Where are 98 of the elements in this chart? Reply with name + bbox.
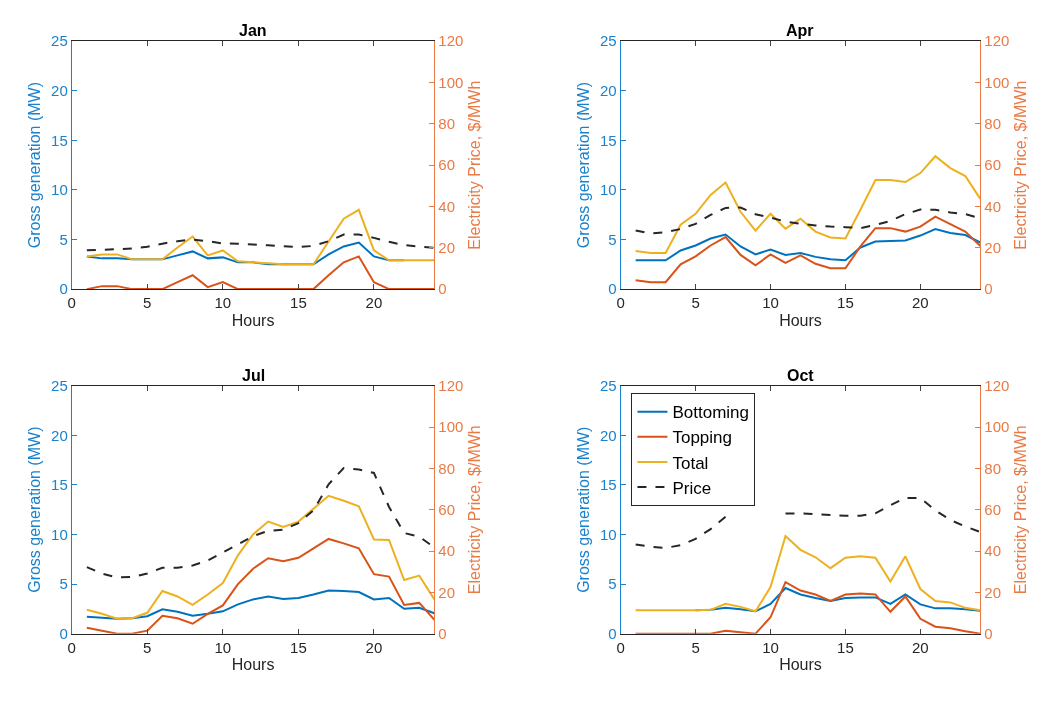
y-tick-label: 0 [608,280,617,298]
y2-tick-label: 120 [984,32,1010,50]
y-tick-label: 20 [51,426,68,444]
x-tick-label: 5 [143,294,152,312]
line-series [85,255,435,290]
y-tick-label: 15 [51,476,68,494]
line-series [634,228,981,262]
y2-tick-label: 40 [984,197,1001,215]
y-axis-title: Gross generation (MW) [574,426,592,593]
y2-tick-label: 0 [984,624,993,642]
x-tick-label: 10 [214,294,232,312]
chart-title: Jan [239,22,267,39]
legend-label: Bottoming [672,403,749,423]
x-tick-label: 20 [912,638,929,656]
y-tick-label: 15 [599,476,617,494]
y-tick-label: 25 [51,32,68,50]
y2-tick-label: 60 [984,156,1001,174]
y2-tick-label: 80 [984,459,1001,477]
y-axis-title: Gross generation (MW) [25,82,43,249]
y-axis-title: Gross generation (MW) [25,426,43,593]
y2-tick-label: 60 [438,500,456,518]
y2-tick-label: 120 [984,376,1010,394]
y2-tick-label: 100 [438,418,464,436]
legend-label: Total [672,453,709,473]
y-tick-label: 0 [59,280,68,298]
y-tick-label: 15 [51,131,68,149]
y2-tick-label: 40 [438,197,456,215]
x-tick-label: 20 [365,294,383,312]
x-tick-label: 15 [290,294,307,312]
x-axis-title: Hours [779,656,822,674]
y-tick-label: 10 [599,525,617,543]
y-tick-label: 10 [51,525,68,543]
y2-tick-label: 0 [984,280,993,298]
x-axis-title: Hours [231,311,275,329]
y2-tick-label: 40 [438,542,456,560]
y2-axis-title: Electricity Price, $/MWh [466,425,484,595]
y2-tick-label: 20 [984,239,1001,257]
y-tick-label: 5 [608,575,617,593]
chart-title: Oct [787,367,815,384]
y-axis-title: Gross generation (MW) [574,82,592,249]
y2-tick-label: 0 [438,280,447,298]
x-tick-label: 15 [290,638,307,656]
y2-tick-label: 20 [438,583,456,601]
x-tick-label: 15 [837,638,854,656]
x-tick-label: 5 [143,638,152,656]
y2-tick-label: 80 [438,115,456,133]
line-series [634,215,981,284]
x-axis-title: Hours [231,656,275,674]
y-tick-label: 10 [599,181,617,199]
x-tick-label: 15 [837,294,854,312]
y-tick-label: 0 [59,624,68,642]
y2-axis-title: Electricity Price, $/MWh [1012,425,1030,595]
y-tick-label: 25 [599,32,617,50]
line-series [85,537,435,634]
line-series [634,155,981,254]
y-tick-label: 20 [51,82,68,100]
line-series [85,208,435,266]
y-tick-label: 5 [59,575,68,593]
line-series [85,589,435,620]
chart-title: Jul [242,367,266,384]
y-tick-label: 0 [608,624,617,642]
legend-label: Topping [672,428,733,448]
x-tick-label: 5 [691,638,700,656]
line-series [634,534,981,613]
y-tick-label: 20 [599,426,617,444]
y2-tick-label: 80 [984,115,1001,133]
y-tick-label: 25 [599,376,617,394]
line-series [85,233,435,252]
y2-tick-label: 120 [438,376,464,394]
y2-tick-label: 60 [984,500,1001,518]
y2-tick-label: 80 [438,459,456,477]
chart-title: Apr [786,22,814,39]
y2-tick-label: 20 [984,583,1001,601]
x-tick-label: 20 [365,638,383,656]
y2-tick-label: 100 [984,73,1010,91]
y2-tick-label: 100 [984,418,1010,436]
y2-axis-title: Electricity Price, $/MWh [1012,80,1030,250]
y-tick-label: 5 [608,230,617,248]
y2-axis-title: Electricity Price, $/MWh [466,80,484,250]
x-tick-label: 10 [762,294,779,312]
y2-tick-label: 100 [438,73,464,91]
y-tick-label: 10 [51,181,68,199]
y2-tick-label: 120 [438,32,464,50]
x-tick-label: 10 [762,638,779,656]
y-tick-label: 5 [59,230,68,248]
y-tick-label: 25 [51,376,68,394]
y2-tick-label: 20 [438,239,456,257]
y-tick-label: 20 [599,82,617,100]
x-tick-label: 10 [214,638,232,656]
line-series [85,494,435,620]
x-axis-title: Hours [779,311,822,329]
y2-tick-label: 40 [984,542,1001,560]
y2-tick-label: 60 [438,156,456,174]
y2-tick-label: 0 [438,624,447,642]
x-tick-label: 5 [691,294,700,312]
x-tick-label: 20 [912,294,929,312]
legend-label: Price [672,478,712,498]
y-tick-label: 15 [599,131,617,149]
